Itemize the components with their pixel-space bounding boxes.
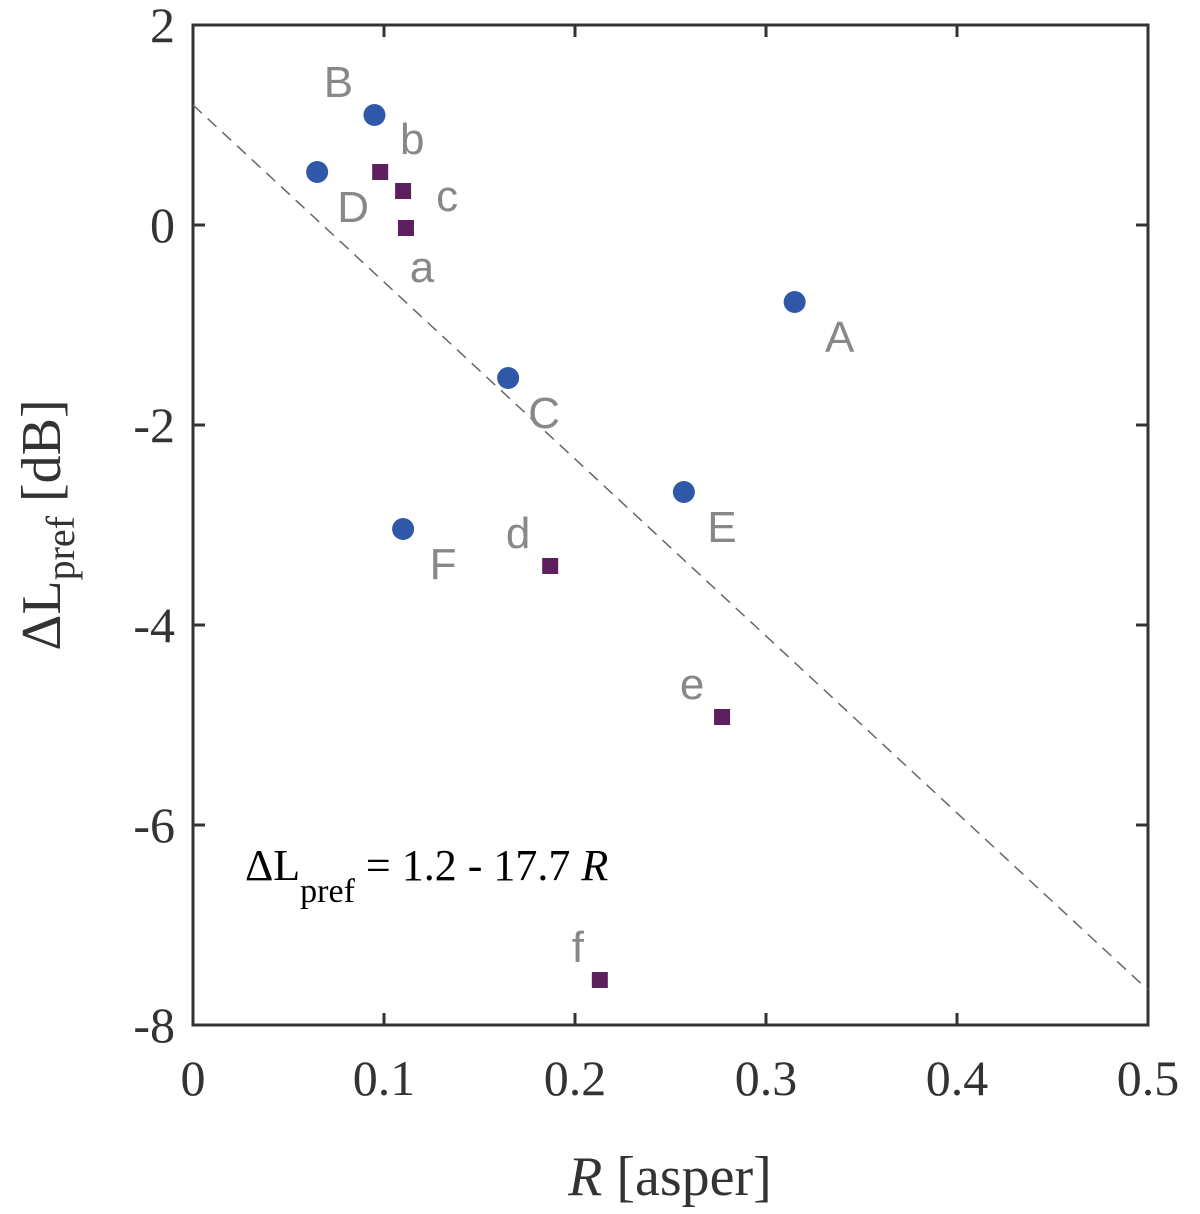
- eq-body: = 1.2 - 17.7: [355, 841, 581, 890]
- x-tick-label: 0.3: [735, 1050, 798, 1106]
- x-tick-label: 0.1: [353, 1050, 416, 1106]
- point-label: a: [410, 243, 435, 292]
- x-tick-label: 0.2: [544, 1050, 607, 1106]
- y-label-var: ΔL: [11, 580, 73, 650]
- point: [542, 558, 559, 574]
- y-label-unit: [dB]: [11, 399, 73, 516]
- point: [497, 367, 520, 389]
- x-label-unit: [asper]: [602, 1146, 771, 1208]
- point-label: e: [680, 660, 704, 709]
- fit-equation: ΔLpref = 1.2 - 17.7 R: [245, 841, 608, 910]
- y-tick-label: -6: [133, 797, 175, 853]
- point: [363, 104, 386, 126]
- eq-sub: pref: [300, 873, 355, 910]
- y-tick-label: 0: [150, 197, 175, 253]
- x-axis-label: R [asper]: [567, 1146, 772, 1208]
- y-axis-label: ΔLpref [dB]: [11, 399, 83, 650]
- x-tick-label: 0.4: [926, 1050, 989, 1106]
- point: [372, 164, 389, 180]
- eq-var: ΔL: [245, 841, 300, 890]
- point: [397, 220, 414, 236]
- y-tick-label: -4: [133, 597, 175, 653]
- point: [714, 709, 731, 725]
- point-label: c: [436, 172, 458, 221]
- y-tick-label: 2: [150, 0, 175, 53]
- y-label-sub: pref: [38, 515, 83, 580]
- point-label: E: [707, 503, 736, 552]
- point: [672, 481, 695, 503]
- point-label: d: [506, 509, 530, 558]
- point: [783, 291, 806, 313]
- x-tick-label: 0: [181, 1050, 206, 1106]
- point-label: b: [400, 115, 424, 164]
- point: [306, 161, 329, 183]
- plot-frame: [191, 23, 1150, 1027]
- x-tick-label: 0.5: [1117, 1050, 1180, 1106]
- point-label: B: [324, 58, 353, 107]
- point-label: F: [430, 540, 457, 589]
- point: [591, 972, 608, 988]
- eq-r: R: [580, 841, 608, 890]
- point: [395, 183, 412, 199]
- point-label: A: [825, 313, 855, 362]
- x-label-var: R: [567, 1146, 602, 1208]
- point-label: C: [528, 389, 560, 438]
- y-tick-label: -2: [133, 397, 175, 453]
- point-label: D: [337, 183, 369, 232]
- fit-line: [192, 104, 1149, 991]
- y-tick-label: -8: [133, 997, 175, 1053]
- point-label: f: [572, 923, 585, 972]
- point: [392, 518, 415, 540]
